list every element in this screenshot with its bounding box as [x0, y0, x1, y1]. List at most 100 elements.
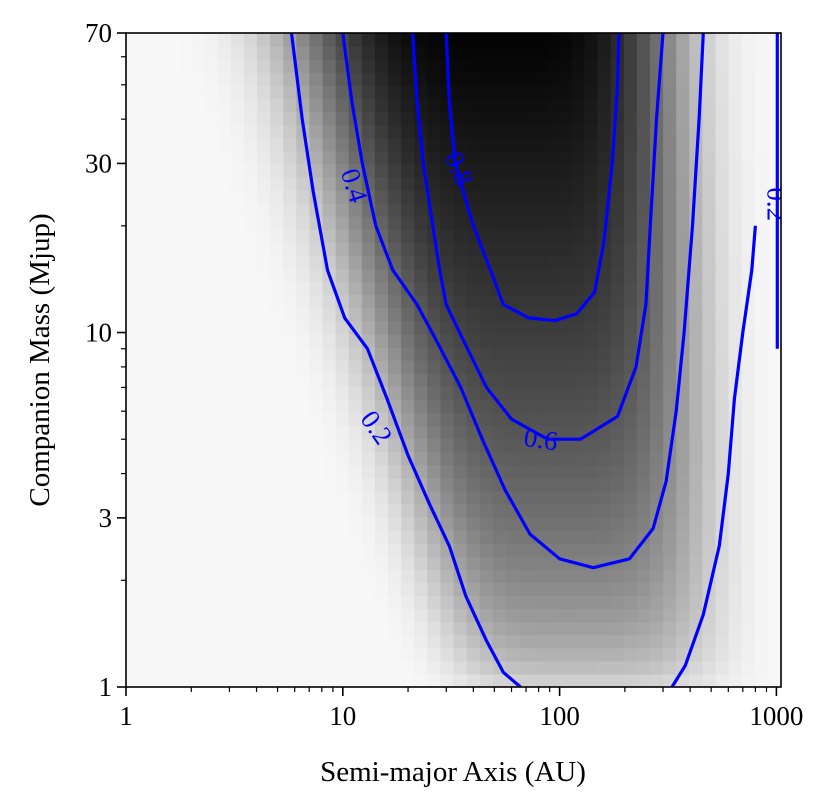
heatmap-cell: [401, 85, 415, 99]
heatmap-cell: [348, 72, 363, 86]
heatmap-cell: [309, 660, 324, 675]
contour-line: [444, 33, 621, 323]
heatmap-cell: [204, 216, 219, 230]
heatmap-cell: [152, 490, 166, 505]
heatmap-cell: [754, 621, 769, 636]
heatmap-cell: [505, 477, 520, 492]
heatmap-cell: [243, 137, 258, 152]
heatmap-cell: [283, 124, 297, 139]
heatmap-cell: [676, 556, 690, 570]
heatmap-cell: [610, 503, 625, 518]
heatmap-cell: [767, 320, 781, 335]
heatmap-cell: [427, 111, 441, 126]
heatmap-cell: [440, 98, 455, 113]
heatmap-cell: [767, 281, 781, 296]
heatmap-cell: [348, 673, 363, 687]
heatmap-cell: [165, 503, 179, 518]
heatmap-cell: [361, 307, 376, 322]
y-tick-label: 3: [99, 503, 113, 533]
heatmap-cell: [636, 451, 651, 466]
heatmap-cell: [754, 360, 769, 374]
heatmap-cell: [754, 229, 769, 243]
heatmap-cell: [139, 150, 153, 165]
heatmap-cell: [204, 33, 219, 47]
heatmap-cell: [702, 98, 717, 113]
heatmap-cell: [610, 255, 625, 270]
heatmap-cell: [139, 320, 153, 335]
heatmap-cell: [492, 307, 507, 322]
heatmap-cell: [545, 46, 559, 60]
heatmap-cell: [296, 543, 310, 557]
heatmap-cell: [440, 608, 455, 623]
heatmap-cell: [217, 294, 232, 309]
heatmap-cell: [152, 530, 166, 544]
heatmap-cell: [663, 373, 677, 387]
heatmap-cell: [388, 490, 402, 505]
heatmap-cell: [414, 268, 428, 283]
heatmap-cell: [558, 59, 572, 73]
heatmap-cell: [636, 216, 651, 230]
heatmap-cell: [348, 634, 363, 649]
heatmap-cell: [663, 98, 677, 113]
heatmap-cell: [741, 556, 756, 570]
heatmap-cell: [178, 320, 193, 335]
heatmap-cell: [388, 673, 402, 687]
heatmap-cell: [283, 425, 297, 440]
heatmap-cell: [571, 124, 586, 139]
heatmap-cell: [636, 189, 651, 204]
heatmap-cell: [427, 595, 441, 610]
x-tick-label: 1: [119, 701, 133, 731]
heatmap-cell: [427, 530, 441, 544]
heatmap-cell: [728, 647, 743, 662]
heatmap-cell: [689, 33, 703, 47]
heatmap-cell: [165, 569, 179, 583]
heatmap-cell: [715, 229, 730, 243]
heatmap-cell: [204, 346, 219, 361]
heatmap-cell: [767, 412, 781, 426]
heatmap-cell: [519, 203, 533, 217]
heatmap-cell: [427, 163, 441, 178]
heatmap-cell: [754, 85, 769, 99]
heatmap-cell: [230, 216, 245, 230]
heatmap-cell: [571, 660, 586, 675]
heatmap-cell: [243, 33, 258, 47]
heatmap-cell: [492, 569, 507, 583]
heatmap-cell: [388, 386, 402, 400]
heatmap-cell: [191, 124, 206, 139]
heatmap-cell: [335, 647, 350, 662]
heatmap-cell: [767, 569, 781, 583]
heatmap-cell: [466, 647, 481, 662]
heatmap-cell: [519, 608, 533, 623]
plot-frame: [125, 32, 782, 688]
heatmap-cell: [257, 176, 271, 191]
heatmap-cell: [361, 608, 376, 623]
heatmap-cell: [388, 503, 402, 518]
heatmap-cell: [126, 294, 140, 309]
heatmap-cell: [348, 176, 363, 191]
heatmap-cell: [440, 137, 455, 152]
heatmap-cell: [741, 608, 756, 623]
heatmap-cell: [689, 203, 703, 217]
heatmap-cell: [610, 333, 625, 348]
heatmap-cell: [388, 438, 402, 453]
heatmap-cell: [492, 582, 507, 597]
heatmap-cell: [165, 373, 179, 387]
heatmap-cell: [571, 307, 586, 322]
heatmap-cell: [754, 124, 769, 139]
heatmap-cell: [374, 360, 389, 374]
heatmap-cell: [257, 242, 271, 256]
heatmap-cell: [492, 203, 507, 217]
heatmap-cell: [283, 85, 297, 99]
heatmap-cell: [663, 255, 677, 270]
heatmap-cell: [728, 150, 743, 165]
heatmap-cell: [296, 373, 310, 387]
heatmap-cell: [610, 490, 625, 505]
heatmap-cell: [152, 373, 166, 387]
heatmap-cell: [741, 634, 756, 649]
heatmap-cell: [178, 386, 193, 400]
heatmap-cell: [610, 294, 625, 309]
heatmap-cell: [309, 425, 324, 440]
heatmap-cell: [388, 647, 402, 662]
heatmap-cell: [571, 203, 586, 217]
heatmap-cell: [361, 229, 376, 243]
